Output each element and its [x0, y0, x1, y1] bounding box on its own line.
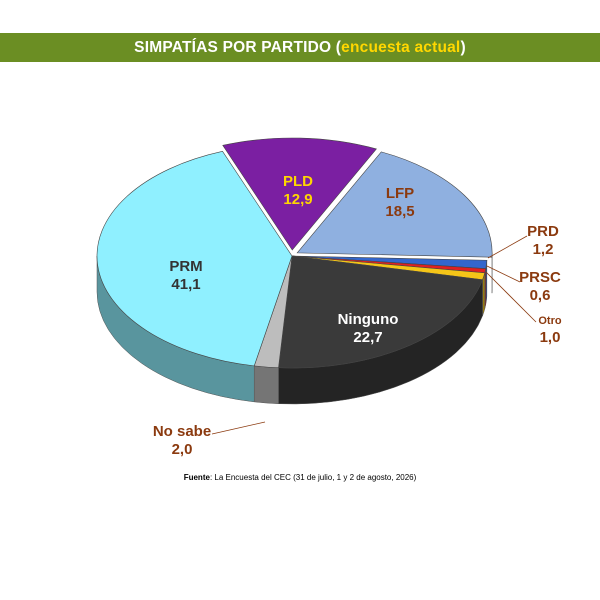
chart-title-close: )	[460, 38, 466, 56]
leader-line-otro	[485, 271, 537, 323]
slice-side-no-sabe	[253, 365, 279, 404]
slice-value-otro: 1,0	[540, 329, 561, 346]
source-label: Fuente	[183, 473, 210, 482]
slice-pld	[222, 137, 377, 251]
chart-title-highlight: encuesta actual	[341, 38, 461, 56]
slice-value-prd: 1,2	[533, 241, 554, 258]
slice-value-lfp: 18,5	[385, 203, 414, 220]
slice-label-prd: PRD	[527, 223, 559, 240]
source-text: : La Encuesta del CEC (31 de julio, 1 y …	[209, 473, 417, 482]
slice-value-prsc: 0,6	[530, 287, 551, 304]
chart-title-main: SIMPATÍAS POR PARTIDO (	[134, 38, 342, 56]
slice-label-lfp: LFP	[386, 185, 414, 202]
leader-line-no-sabe	[211, 421, 266, 435]
slice-label-otro: Otro	[538, 315, 562, 327]
slice-prm	[96, 151, 293, 367]
slice-label-no-sabe: No sabe	[153, 423, 211, 440]
slice-label-prm: PRM	[169, 258, 202, 275]
slice-ninguno	[278, 255, 483, 369]
chart-title: SIMPATÍAS POR PARTIDO (encuesta actual)	[0, 33, 600, 62]
slice-value-no-sabe: 2,0	[172, 441, 193, 458]
leader-line-prsc	[486, 265, 521, 283]
slice-value-ninguno: 22,7	[353, 329, 382, 346]
slice-label-prsc: PRSC	[519, 269, 561, 286]
slice-lfp	[296, 151, 493, 258]
slice-label-ninguno: Ninguno	[338, 311, 399, 328]
slice-value-prm: 41,1	[171, 276, 200, 293]
pie-slices	[96, 137, 493, 369]
slice-value-pld: 12,9	[283, 191, 312, 208]
slice-label-pld: PLD	[283, 173, 313, 190]
leader-line-prd	[487, 235, 528, 259]
source-note: Fuente: La Encuesta del CEC (31 de julio…	[0, 473, 600, 482]
